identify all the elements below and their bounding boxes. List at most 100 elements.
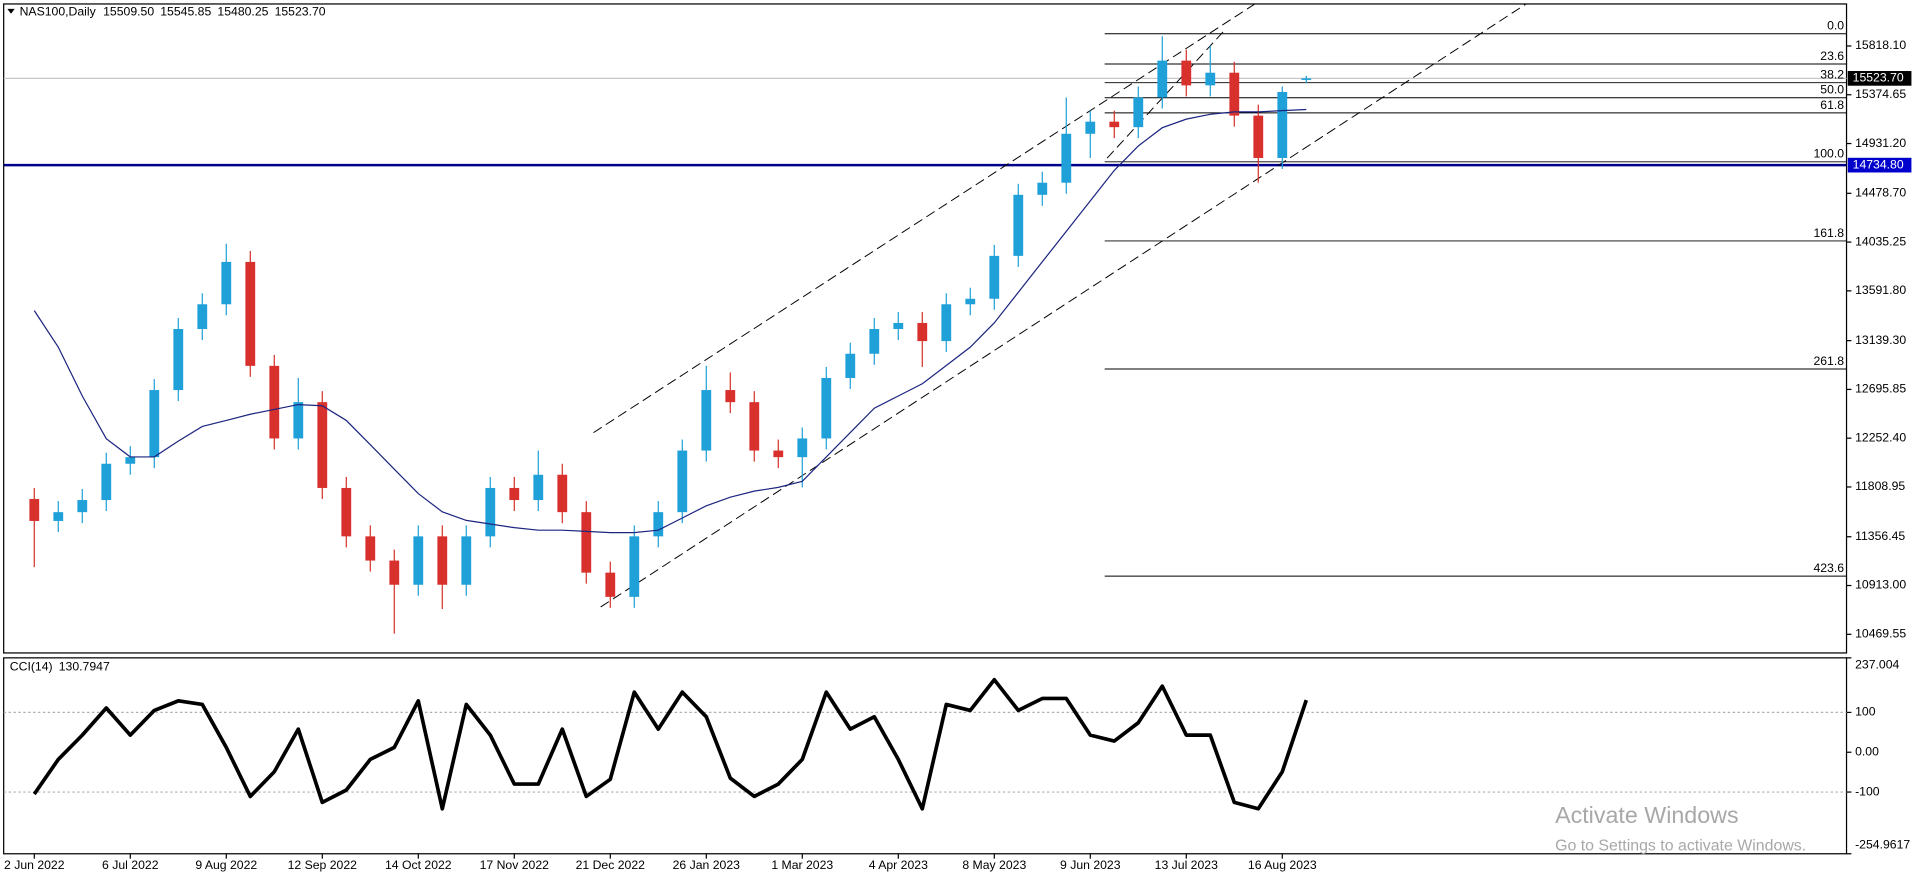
trendline (600, 3, 1527, 608)
y-tick-label: 15374.65 (1855, 87, 1906, 101)
moving-average (33, 108, 1307, 534)
indicator-plot (3, 677, 1847, 811)
fib-label: 61.8 (1820, 98, 1844, 112)
x-tick-label: 21 Dec 2022 (576, 858, 646, 872)
price-label-box (1847, 157, 1912, 173)
y-tick-label: 14478.70 (1855, 186, 1906, 200)
candle-body (245, 261, 256, 366)
x-tick-label: 14 Oct 2022 (385, 858, 452, 872)
candle-body (173, 329, 184, 391)
candle-body (29, 498, 40, 521)
candle-body (821, 377, 832, 439)
candle-body (437, 536, 448, 585)
x-tick-label: 12 Sep 2022 (288, 858, 358, 872)
x-tick-label: 17 Nov 2022 (480, 858, 550, 872)
menu-arrow (7, 8, 15, 14)
fib-label: 23.6 (1820, 49, 1844, 63)
candle-body (293, 402, 304, 439)
candle-body (1205, 72, 1216, 86)
candle-body (917, 322, 928, 342)
candle-body (1013, 194, 1024, 256)
candle-body (389, 560, 400, 585)
candle-body (365, 536, 376, 561)
candle-body (629, 536, 640, 597)
symbol: NAS100,Daily (20, 5, 97, 19)
fib-label: 100.0 (1813, 147, 1844, 161)
y-tick-label: -254.9617 (1855, 837, 1910, 851)
low-label: 15480.25 (217, 5, 268, 19)
fib-label: 423.6 (1813, 561, 1844, 575)
candle-body (1109, 121, 1120, 128)
candle-body (1157, 60, 1168, 98)
y-tick-label: 13139.30 (1855, 333, 1906, 347)
y-tick-label: 11808.95 (1855, 479, 1905, 493)
candle-body (965, 298, 976, 305)
candle-body (893, 322, 904, 330)
candle-body (269, 365, 280, 439)
candle-body (605, 572, 616, 597)
x-tick-label: 1 Mar 2023 (771, 858, 833, 872)
y-tick-label: 13591.80 (1855, 283, 1906, 297)
x-tick-label: 13 Jul 2023 (1155, 858, 1218, 872)
candle-body (1061, 133, 1072, 183)
candle-body (845, 353, 856, 378)
price-plot: 0.0 23.6 38.250.061.8 100.0 161.8 261.8 423.6 (3, 3, 1847, 634)
candle-body (461, 536, 472, 585)
fib-label: 0.0 (1827, 19, 1844, 33)
axes: 15818.10 15374.65 14931.20 14478.70 14035.25… (4, 38, 1912, 872)
candle-body (317, 402, 328, 488)
indicator-pane (3, 657, 1848, 855)
candle-body (749, 402, 760, 451)
y-tick-label: 0.00 (1855, 744, 1879, 758)
candle-body (581, 512, 592, 573)
candle-body (989, 255, 1000, 299)
high-label: 15545.85 (160, 5, 211, 19)
y-tick-label: 10469.55 (1855, 627, 1906, 641)
candle-body (701, 390, 712, 451)
candle-body (221, 261, 232, 305)
y-tick-label: 11356.45 (1855, 529, 1905, 543)
y-tick-label: 237.004 (1855, 657, 1899, 671)
indicator-header: CCI(14) 130.7947 (10, 660, 110, 674)
candle-body (1229, 72, 1240, 116)
y-tick-label: 12695.85 (1855, 382, 1906, 396)
fib-label: 50.0 (1820, 83, 1844, 97)
candle-body (1277, 91, 1288, 158)
candle-body (509, 487, 520, 501)
close-label: 15523.70 (275, 5, 326, 19)
candle-body (1181, 60, 1192, 86)
x-tick-label: 2 Jun 2022 (4, 858, 65, 872)
candle-body (677, 450, 688, 513)
candle-body (53, 512, 64, 521)
watermark-title: Activate Windows (1555, 802, 1738, 828)
indicator-name: CCI(14) (10, 660, 53, 674)
watermark-subtitle: Go to Settings to activate Windows. (1555, 838, 1806, 855)
x-tick-label: 6 Jul 2022 (102, 858, 159, 872)
y-tick-label: 15818.10 (1855, 38, 1906, 52)
price-pane (3, 3, 1848, 654)
y-tick-label: 12252.40 (1855, 430, 1906, 444)
candle-body (797, 438, 808, 458)
candle-body (1133, 97, 1144, 128)
candle-body (557, 474, 568, 513)
candle-body (1301, 78, 1312, 80)
candle-body (77, 500, 88, 513)
candle-body (941, 304, 952, 342)
price-label: 15523.70 (1853, 71, 1904, 85)
cci-line (32, 677, 1309, 811)
x-tick-label: 9 Aug 2022 (195, 858, 257, 872)
open-label: 15509.50 (103, 5, 154, 19)
y-tick-label: -100 (1855, 784, 1880, 798)
y-tick-label: 100 (1855, 705, 1876, 719)
candle-body (773, 450, 784, 458)
x-tick-label: 16 Aug 2023 (1248, 858, 1317, 872)
candle-body (1037, 182, 1048, 195)
candle-body (533, 474, 544, 501)
candle-body (149, 390, 160, 458)
trendline (593, 3, 1256, 434)
y-tick-label: 14035.25 (1855, 234, 1906, 248)
candle-body (725, 390, 736, 403)
x-tick-label: 8 May 2023 (962, 858, 1026, 872)
candle-body (197, 304, 208, 330)
